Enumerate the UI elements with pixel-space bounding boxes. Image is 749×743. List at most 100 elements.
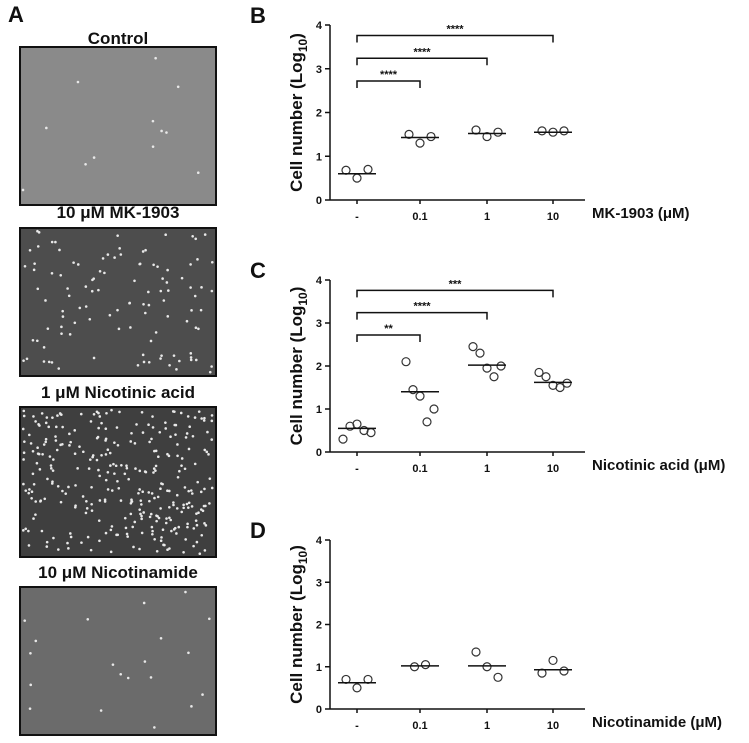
cell	[50, 240, 54, 244]
cell	[140, 531, 144, 535]
cell	[74, 504, 77, 507]
significance-label: ****	[446, 24, 464, 36]
cell	[118, 247, 121, 250]
data-point	[493, 127, 503, 137]
cell	[180, 464, 183, 467]
data-point	[482, 662, 492, 672]
cell	[106, 253, 110, 256]
image-title: 1 μM Nicotinic acid	[41, 383, 195, 402]
cell	[189, 352, 193, 355]
cell	[116, 443, 120, 447]
cell	[129, 440, 133, 443]
cell	[202, 419, 206, 422]
cell	[47, 360, 51, 364]
cell	[73, 452, 77, 455]
cell	[54, 439, 58, 442]
data-point	[555, 382, 565, 393]
cell	[178, 469, 181, 473]
cell	[138, 508, 141, 511]
cell	[91, 278, 94, 282]
cell	[189, 263, 192, 266]
cell	[169, 518, 173, 522]
cell	[155, 514, 158, 517]
cell	[45, 416, 49, 419]
cell	[60, 413, 63, 416]
cell	[27, 544, 31, 547]
cell	[149, 339, 153, 343]
cell	[151, 119, 155, 123]
cell	[126, 676, 130, 680]
cell	[48, 455, 52, 458]
data-point	[404, 129, 414, 139]
cell	[197, 511, 200, 515]
cell	[151, 426, 155, 429]
cell	[193, 462, 197, 466]
cell	[192, 527, 196, 530]
cell	[104, 453, 108, 456]
cell	[186, 525, 189, 529]
cell	[159, 357, 162, 360]
cell	[36, 446, 39, 450]
cell	[207, 453, 210, 456]
cell	[126, 535, 129, 538]
cell	[105, 411, 108, 415]
y-tick-label: 4	[316, 535, 323, 547]
significance-label: ****	[380, 69, 398, 81]
cell	[204, 524, 208, 527]
y-tick-label: 2	[316, 108, 322, 120]
cell	[138, 469, 142, 473]
cell	[109, 528, 113, 532]
cell	[189, 286, 192, 289]
y-axis-label-part: 10	[296, 38, 310, 52]
data-point	[468, 342, 478, 352]
x-tick-label: 10	[547, 463, 559, 475]
cell	[203, 549, 207, 552]
cell	[106, 470, 110, 474]
cell	[195, 512, 198, 515]
x-tick-label: -	[355, 211, 359, 223]
data-point	[489, 372, 499, 382]
cell	[208, 502, 211, 505]
cell	[46, 477, 49, 481]
cell	[127, 477, 130, 481]
cell	[34, 639, 38, 643]
cell	[134, 467, 137, 470]
cell	[92, 156, 96, 159]
data-point	[493, 672, 503, 682]
cell	[178, 359, 181, 363]
cell	[97, 519, 101, 522]
cell	[24, 489, 28, 492]
cell	[29, 442, 33, 445]
significance-label: ****	[413, 301, 431, 313]
cell	[50, 271, 54, 275]
cell	[193, 416, 197, 419]
cell	[151, 532, 154, 536]
cell	[34, 513, 37, 516]
cell	[199, 490, 203, 494]
y-axis-label-part: )	[287, 33, 306, 39]
panel-label: C	[250, 258, 266, 283]
x-tick-label: 0.1	[412, 720, 427, 732]
cell	[152, 471, 155, 474]
cell	[22, 451, 26, 455]
cell	[206, 430, 209, 434]
cell	[196, 171, 200, 175]
cell	[154, 469, 157, 472]
cell	[130, 500, 133, 503]
cell	[64, 492, 68, 495]
cell	[35, 461, 39, 465]
cell	[149, 512, 153, 516]
y-tick-label: 1	[316, 151, 322, 163]
cell	[140, 517, 143, 521]
cell	[200, 286, 203, 289]
data-point	[408, 385, 418, 395]
cell	[160, 536, 163, 539]
cell	[103, 498, 107, 502]
cell	[203, 448, 207, 452]
cell	[117, 327, 121, 331]
cell	[152, 467, 156, 470]
cell	[151, 529, 154, 533]
cell	[98, 539, 101, 543]
cell	[106, 488, 110, 491]
